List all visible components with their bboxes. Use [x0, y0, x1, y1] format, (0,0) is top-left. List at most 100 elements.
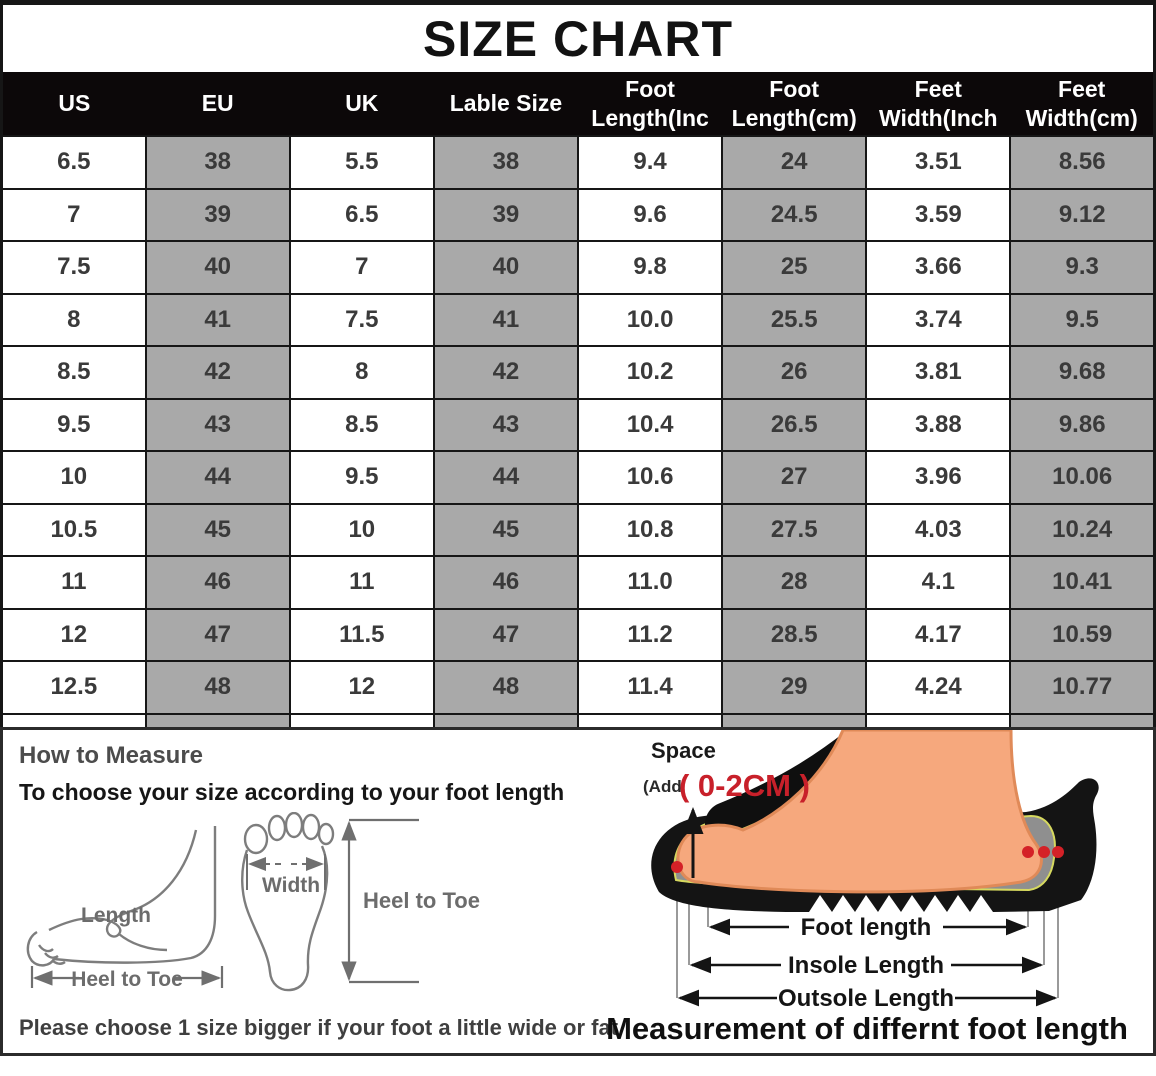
table-cell: 10.8 — [576, 502, 724, 557]
measure-dots — [671, 845, 1064, 873]
table-row: 12 47 11.5 47 11.2 28.5 4.17 10.59 — [0, 607, 1156, 662]
length-label: Length — [81, 904, 151, 927]
table-cell: 45 — [144, 502, 291, 557]
table-cell: 8 — [0, 292, 147, 347]
table-cell: 9.5 — [288, 450, 435, 505]
outsole-length-label: Outsole Length — [778, 985, 954, 1012]
choose-size-subheading: To choose your size according to your fo… — [19, 778, 565, 805]
table-cell: 40 — [432, 240, 580, 295]
table-cell: 27 — [721, 450, 868, 505]
foot-length-label: Foot length — [801, 914, 932, 941]
foot-length-illustration-section: Space (Add ( 0-2CM ) Foot length Insole … — [581, 697, 1153, 1053]
table-cell: 45 — [432, 502, 580, 557]
column-header: Feet Width(Inch — [866, 72, 1011, 136]
table-cell: 8 — [288, 345, 435, 400]
table-cell: 4.24 — [865, 660, 1012, 715]
page-title: SIZE CHART — [423, 10, 733, 67]
table-cell: 10.5 — [0, 502, 147, 557]
size-table-header-row: US EU UK Lable Size Foot Length(Inc Foot Leng… — [1, 72, 1155, 136]
table-cell: 12 — [288, 660, 435, 715]
table-cell: 39 — [144, 187, 291, 242]
table-cell: 4.1 — [865, 555, 1012, 610]
table-cell: 10.77 — [1009, 660, 1156, 715]
table-cell: 38 — [144, 135, 291, 190]
table-cell: 10 — [288, 502, 435, 557]
how-to-measure-section: How to Measure To choose your size accor… — [3, 730, 618, 1053]
table-row: 11 46 11 46 11.0 28 4.1 10.41 — [0, 555, 1156, 610]
size-table: US EU UK Lable Size Foot Length(Inc Foot Leng… — [0, 72, 1156, 715]
table-cell: 42 — [144, 345, 291, 400]
table-cell: 11.0 — [576, 555, 724, 610]
table-cell: 28 — [721, 555, 868, 610]
table-cell: 46 — [432, 555, 580, 610]
insole-length-label: Insole Length — [788, 952, 944, 979]
column-header: UK — [289, 72, 434, 136]
table-cell: 9.68 — [1009, 345, 1156, 400]
table-cell: 9.5 — [0, 397, 147, 452]
foot-in-shoe-illustration: Space (Add ( 0-2CM ) Foot length Insole … — [643, 697, 1099, 1012]
table-cell: 24 — [721, 135, 868, 190]
size-note: Please choose 1 size bigger if your foot… — [19, 1014, 619, 1040]
table-cell: 47 — [144, 607, 291, 662]
table-cell: 47 — [432, 607, 580, 662]
table-cell: 38 — [432, 135, 580, 190]
space-label: Space — [651, 738, 716, 763]
table-cell: 11 — [0, 555, 147, 610]
column-header: Foot Length(Inc — [578, 72, 723, 136]
table-row: 7 39 6.5 39 9.6 24.5 3.59 9.12 — [0, 187, 1156, 242]
column-header: Lable Size — [433, 72, 578, 136]
table-cell: 8.5 — [288, 397, 435, 452]
table-cell: 48 — [432, 660, 580, 715]
table-row: 8 41 7.5 41 10.0 25.5 3.74 9.5 — [0, 292, 1156, 347]
width-arrow — [246, 853, 326, 890]
column-header: EU — [145, 72, 290, 136]
add-label: (Add — [643, 777, 682, 796]
table-cell: 6.5 — [288, 187, 435, 242]
table-cell: 10.59 — [1009, 607, 1156, 662]
table-row: 10 44 9.5 44 10.6 27 3.96 10.06 — [0, 450, 1156, 505]
table-cell: 10.6 — [576, 450, 724, 505]
table-cell: 12.5 — [0, 660, 147, 715]
table-cell: 9.12 — [1009, 187, 1156, 242]
table-cell: 41 — [432, 292, 580, 347]
table-cell: 10 — [0, 450, 147, 505]
title-band: SIZE CHART — [0, 0, 1156, 72]
table-cell: 42 — [432, 345, 580, 400]
table-cell: 10.41 — [1009, 555, 1156, 610]
table-cell: 10.0 — [576, 292, 724, 347]
column-header: Foot Length(cm) — [722, 72, 867, 136]
table-cell: 10.06 — [1009, 450, 1156, 505]
table-cell: 11.4 — [576, 660, 724, 715]
table-cell: 11 — [288, 555, 435, 610]
table-cell: 41 — [144, 292, 291, 347]
table-cell: 7 — [0, 187, 147, 242]
table-cell: 25.5 — [721, 292, 868, 347]
table-cell: 43 — [432, 397, 580, 452]
table-cell: 44 — [144, 450, 291, 505]
table-cell: 7.5 — [0, 240, 147, 295]
foot-measure-diagrams: Length Heel to Toe — [26, 811, 480, 991]
table-row: 9.5 43 8.5 43 10.4 26.5 3.88 9.86 — [0, 397, 1156, 452]
table-cell: 3.74 — [865, 292, 1012, 347]
foot-side-diagram — [26, 825, 217, 966]
table-cell: 10.2 — [576, 345, 724, 400]
table-cell: 9.3 — [1009, 240, 1156, 295]
table-cell: 4.17 — [865, 607, 1012, 662]
table-cell: 9.86 — [1009, 397, 1156, 452]
table-cell: 44 — [432, 450, 580, 505]
column-header: Feet Width(cm) — [1010, 72, 1155, 136]
heel-to-toe-vertical-label: Heel to Toe — [363, 888, 480, 913]
table-cell: 8.5 — [0, 345, 147, 400]
table-row: 8.5 42 8 42 10.2 26 3.81 9.68 — [0, 345, 1156, 400]
table-cell: 9.5 — [1009, 292, 1156, 347]
table-cell: 5.5 — [288, 135, 435, 190]
table-cell: 3.59 — [865, 187, 1012, 242]
table-cell: 39 — [432, 187, 580, 242]
table-cell: 3.96 — [865, 450, 1012, 505]
table-cell: 28.5 — [721, 607, 868, 662]
space-range-label: ( 0-2CM ) — [679, 768, 810, 803]
heel-to-toe-arrow — [30, 965, 224, 988]
cutoff-row-strip — [0, 714, 1156, 727]
table-cell: 3.51 — [865, 135, 1012, 190]
